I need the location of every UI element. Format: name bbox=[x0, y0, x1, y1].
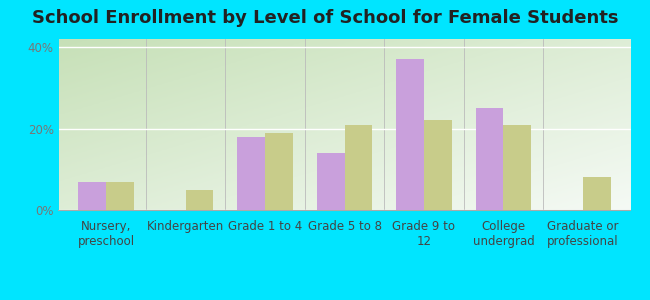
Bar bbox=[476, 108, 503, 210]
Text: School Enrollment by Level of School for Female Students: School Enrollment by Level of School for… bbox=[32, 9, 618, 27]
Bar bbox=[503, 124, 531, 210]
Bar bbox=[186, 190, 213, 210]
Bar bbox=[317, 153, 345, 210]
Bar bbox=[396, 59, 424, 210]
Bar bbox=[424, 120, 452, 210]
Bar bbox=[79, 182, 106, 210]
Bar bbox=[583, 177, 610, 210]
Bar bbox=[344, 124, 372, 210]
Bar bbox=[265, 133, 293, 210]
Bar bbox=[106, 182, 134, 210]
Bar bbox=[237, 137, 265, 210]
